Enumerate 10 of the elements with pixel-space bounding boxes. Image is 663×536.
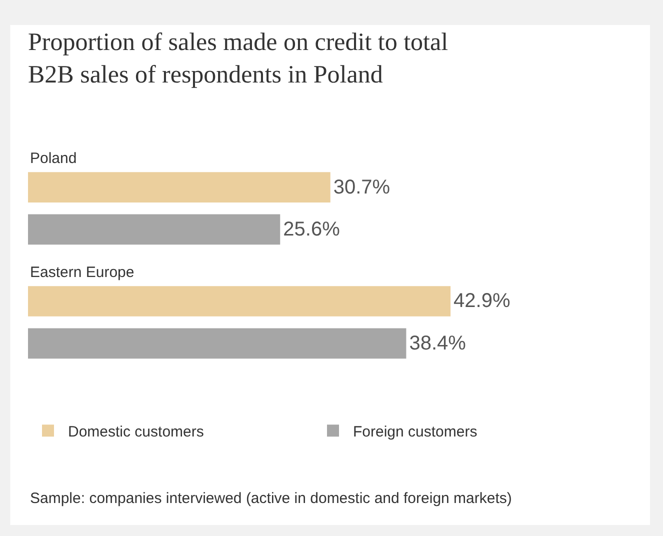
y-tick-label: Eastern Europe	[30, 264, 134, 281]
legend-label: Domestic customers	[68, 424, 204, 440]
data-label: 38.4%	[409, 332, 466, 354]
data-label: 42.9%	[454, 290, 510, 312]
data-label: 25.6%	[283, 218, 340, 240]
data-label: 30.7%	[333, 176, 390, 198]
legend-label: Foreign customers	[353, 424, 478, 440]
y-tick-label: Poland	[30, 150, 77, 167]
chart-title: Proportion of sales made on credit to total B2B sales of respondents in Poland	[28, 29, 448, 88]
text: Sample: companies interviewed (active in domestic and foreign markets)	[30, 490, 512, 507]
